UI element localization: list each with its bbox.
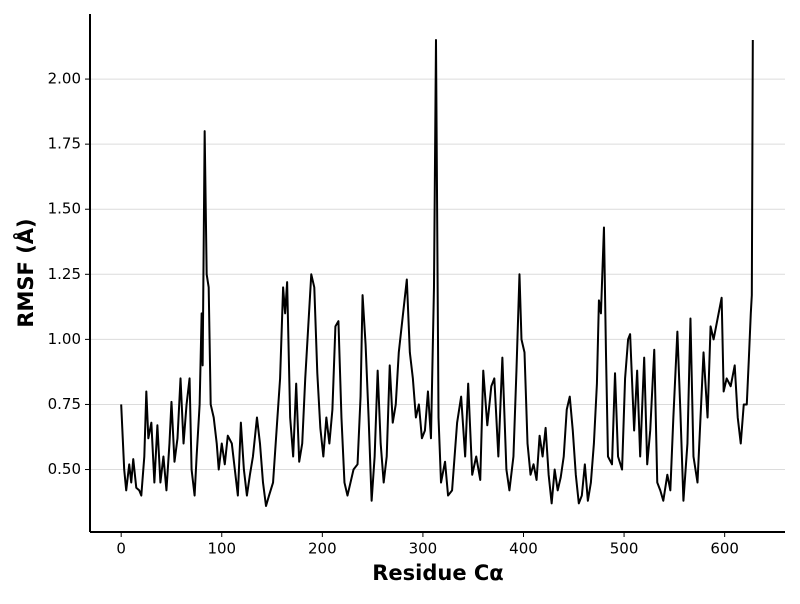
x-tick-label: 500 xyxy=(610,540,639,558)
x-tick-label: 100 xyxy=(207,540,236,558)
x-tick-label: 400 xyxy=(509,540,538,558)
y-tick-label: 1.50 xyxy=(48,200,81,218)
x-tick-label: 200 xyxy=(308,540,337,558)
data-line xyxy=(120,39,754,507)
y-tick-label: 2.00 xyxy=(48,70,81,88)
y-tick-label: 0.75 xyxy=(48,395,81,413)
y-tick-label: 1.25 xyxy=(48,265,81,283)
x-axis-label: Residue Cα xyxy=(372,561,504,585)
y-axis-label: RMSF (Å) xyxy=(13,218,38,327)
y-tick-label: 1.00 xyxy=(48,330,81,348)
x-tick-label: 300 xyxy=(409,540,438,558)
y-tick-label: 0.50 xyxy=(48,460,81,478)
y-tick-label: 1.75 xyxy=(48,135,81,153)
x-tick-label: 600 xyxy=(710,540,739,558)
x-tick-label: 0 xyxy=(116,540,126,558)
